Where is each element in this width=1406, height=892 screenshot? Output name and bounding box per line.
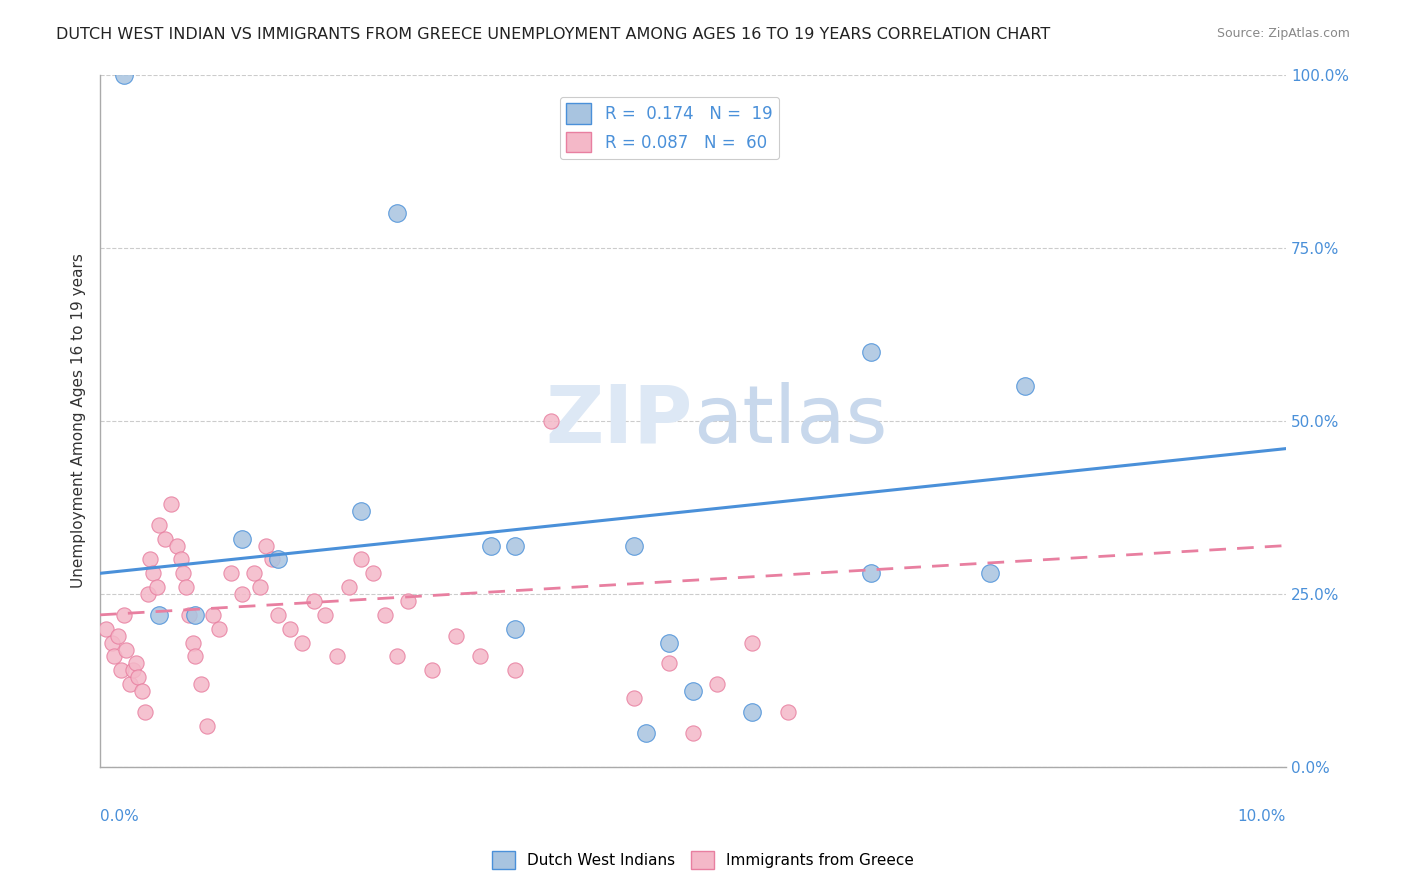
Point — [326, 649, 349, 664]
Point — [110, 663, 132, 677]
Point — [231, 587, 253, 601]
Point — [623, 691, 645, 706]
Point — [658, 657, 681, 671]
Point — [231, 532, 253, 546]
Point — [131, 684, 153, 698]
Point — [623, 539, 645, 553]
Point — [444, 629, 467, 643]
Point — [350, 552, 373, 566]
Point — [184, 649, 207, 664]
Point — [540, 414, 562, 428]
Point — [278, 622, 301, 636]
Legend: R =  0.174   N =  19, R = 0.087   N =  60: R = 0.174 N = 19, R = 0.087 N = 60 — [560, 96, 779, 159]
Point — [148, 517, 170, 532]
Point — [658, 635, 681, 649]
Point — [195, 719, 218, 733]
Point — [682, 684, 704, 698]
Point — [859, 566, 882, 581]
Text: ZIP: ZIP — [546, 382, 693, 460]
Point — [741, 635, 763, 649]
Point — [127, 670, 149, 684]
Point — [503, 539, 526, 553]
Point — [374, 607, 396, 622]
Text: 0.0%: 0.0% — [100, 809, 139, 824]
Point — [249, 580, 271, 594]
Point — [634, 725, 657, 739]
Point — [101, 635, 124, 649]
Point — [219, 566, 242, 581]
Point — [350, 504, 373, 518]
Point — [177, 607, 200, 622]
Point — [314, 607, 336, 622]
Point — [302, 594, 325, 608]
Point — [170, 552, 193, 566]
Point — [115, 642, 138, 657]
Point — [267, 607, 290, 622]
Point — [172, 566, 194, 581]
Point — [134, 705, 156, 719]
Text: atlas: atlas — [693, 382, 887, 460]
Point — [136, 587, 159, 601]
Point — [979, 566, 1001, 581]
Point — [146, 580, 169, 594]
Point — [122, 663, 145, 677]
Point — [254, 539, 277, 553]
Point — [148, 607, 170, 622]
Point — [103, 649, 125, 664]
Point — [166, 539, 188, 553]
Text: DUTCH WEST INDIAN VS IMMIGRANTS FROM GREECE UNEMPLOYMENT AMONG AGES 16 TO 19 YEA: DUTCH WEST INDIAN VS IMMIGRANTS FROM GRE… — [56, 27, 1050, 42]
Point — [107, 629, 129, 643]
Point — [420, 663, 443, 677]
Point — [181, 635, 204, 649]
Point — [503, 622, 526, 636]
Point — [267, 552, 290, 566]
Point — [385, 206, 408, 220]
Point — [142, 566, 165, 581]
Point — [741, 705, 763, 719]
Point — [112, 68, 135, 82]
Point — [291, 635, 314, 649]
Point — [208, 622, 231, 636]
Point — [398, 594, 420, 608]
Point — [160, 497, 183, 511]
Point — [190, 677, 212, 691]
Point — [139, 552, 162, 566]
Point — [468, 649, 491, 664]
Point — [481, 539, 503, 553]
Text: Source: ZipAtlas.com: Source: ZipAtlas.com — [1216, 27, 1350, 40]
Point — [361, 566, 384, 581]
Point — [184, 607, 207, 622]
Point — [118, 677, 141, 691]
Text: 10.0%: 10.0% — [1237, 809, 1286, 824]
Point — [201, 607, 224, 622]
Point — [1014, 379, 1036, 393]
Point — [155, 532, 177, 546]
Point — [385, 649, 408, 664]
Point — [706, 677, 728, 691]
Point — [859, 344, 882, 359]
Y-axis label: Unemployment Among Ages 16 to 19 years: Unemployment Among Ages 16 to 19 years — [72, 253, 86, 589]
Point — [503, 663, 526, 677]
Point — [337, 580, 360, 594]
Point — [94, 622, 117, 636]
Point — [112, 607, 135, 622]
Point — [125, 657, 148, 671]
Point — [682, 725, 704, 739]
Point — [174, 580, 197, 594]
Point — [243, 566, 266, 581]
Point — [776, 705, 799, 719]
Point — [262, 552, 284, 566]
Legend: Dutch West Indians, Immigrants from Greece: Dutch West Indians, Immigrants from Gree… — [486, 845, 920, 875]
